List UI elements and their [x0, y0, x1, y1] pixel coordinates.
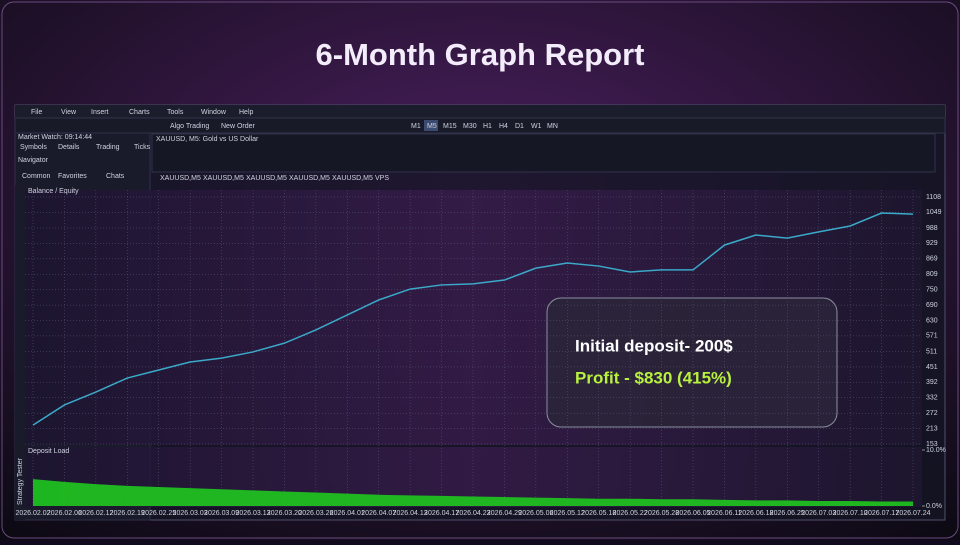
navigator-header: Navigator — [18, 157, 49, 164]
x-tick-label: 2026.07.03 — [801, 510, 836, 517]
toolbar — [14, 117, 946, 134]
new-order-button[interactable]: New Order — [221, 123, 256, 130]
y-tick-label: 571 — [926, 333, 938, 340]
timeframe-button[interactable]: H4 — [499, 123, 508, 130]
x-tick-label: 2026.03.26 — [298, 510, 333, 517]
timeframe-button[interactable]: W1 — [531, 123, 542, 130]
deposit-tick-label: 10.0% — [926, 447, 946, 454]
x-tick-label: 2026.05.12 — [550, 510, 585, 517]
menu-bar — [15, 105, 945, 118]
y-tick-label: 272 — [926, 410, 938, 417]
chart-tab[interactable]: XAUUSD,M5 — [160, 175, 201, 182]
x-tick-label: 2026.04.23 — [455, 510, 490, 517]
x-tick-label: 2026.03.13 — [235, 510, 270, 517]
info-card — [546, 297, 838, 428]
mini-chart — [151, 133, 936, 173]
x-tick-label: 2026.04.07 — [361, 510, 396, 517]
menu-item[interactable]: View — [61, 109, 77, 116]
timeframe-button[interactable]: M5 — [427, 123, 437, 130]
x-tick-label: 2026.07.24 — [895, 510, 930, 517]
x-tick-label: 2026.02.19 — [110, 510, 145, 517]
market-watch-header: Market Watch: 09:14:44 — [18, 134, 92, 141]
profit: Profit - $830 (415%) — [575, 368, 732, 387]
timeframe-button[interactable]: H1 — [483, 123, 492, 130]
x-tick-label: 2026.04.13 — [393, 510, 428, 517]
side-strip — [15, 185, 25, 520]
x-tick-label: 2026.06.18 — [738, 510, 773, 517]
x-tick-label: 2026.07.17 — [864, 510, 899, 517]
chart-tab[interactable]: XAUUSD,M5 — [332, 175, 373, 182]
y-tick-label: 809 — [926, 271, 938, 278]
x-tick-label: 2026.02.25 — [141, 510, 176, 517]
navigator-tab[interactable]: Common — [22, 173, 51, 180]
panel-tab[interactable]: Trading — [96, 144, 120, 151]
x-tick-label: 2026.02.02 — [15, 510, 50, 517]
side-label: Strategy Tester — [17, 457, 24, 505]
initial-deposit: Initial deposit- 200$ — [575, 336, 733, 355]
navigator-tab[interactable]: Favorites — [58, 173, 87, 180]
x-tick-label: 2026.05.28 — [644, 510, 679, 517]
y-tick-label: 153 — [926, 441, 938, 448]
y-tick-label: 1108 — [926, 194, 941, 201]
x-tick-label: 2026.05.22 — [613, 510, 648, 517]
x-tick-label: 2026.03.03 — [173, 510, 208, 517]
algo-trading-button[interactable]: Algo Trading — [170, 123, 209, 130]
x-tick-label: 2026.05.06 — [518, 510, 553, 517]
page-title: 6-Month Graph Report — [316, 37, 645, 72]
x-tick-label: 2026.04.29 — [487, 510, 522, 517]
y-tick-label: 1049 — [926, 209, 942, 216]
timeframe-button[interactable]: MN — [547, 123, 558, 130]
y-tick-label: 869 — [926, 256, 938, 263]
deposit-label: Deposit Load — [28, 448, 69, 455]
x-tick-label: 2026.02.12 — [78, 510, 113, 517]
y-tick-label: 511 — [926, 348, 937, 355]
chart-tab[interactable]: XAUUSD,M5 — [203, 175, 244, 182]
mini-chart-label: XAUUSD, M5: Gold vs US Dollar — [156, 136, 259, 143]
x-tick-label: 2026.04.17 — [424, 510, 459, 517]
chart-tab[interactable]: XAUUSD,M5 — [289, 175, 330, 182]
timeframe-button[interactable]: M1 — [411, 123, 421, 130]
chart-label: Balance / Equity — [28, 188, 79, 195]
menu-item[interactable]: File — [31, 109, 42, 116]
y-tick-label: 332 — [926, 395, 938, 402]
x-tick-label: 2026.03.20 — [267, 510, 302, 517]
menu-item[interactable]: Charts — [129, 109, 150, 116]
menu-item[interactable]: Insert — [91, 109, 109, 116]
panel-tab[interactable]: Ticks — [134, 144, 151, 151]
menu-item[interactable]: Window — [201, 109, 227, 116]
navigator-tab[interactable]: Chats — [106, 173, 125, 180]
chart-tab[interactable]: VPS — [375, 175, 389, 182]
y-tick-label: 988 — [926, 225, 938, 232]
x-tick-label: 2026.07.10 — [833, 510, 868, 517]
deposit-tick-label: 0.0% — [926, 503, 942, 510]
panel-tab[interactable]: Symbols — [20, 144, 47, 151]
x-tick-label: 2026.06.11 — [707, 510, 742, 517]
y-tick-label: 929 — [926, 240, 938, 247]
y-tick-label: 392 — [926, 379, 938, 386]
y-tick-label: 451 — [926, 364, 938, 371]
timeframe-active — [424, 120, 438, 131]
x-tick-label: 2026.05.18 — [581, 510, 616, 517]
menu-item[interactable]: Tools — [167, 109, 184, 116]
balance-line — [32, 212, 914, 426]
deposit-area — [33, 479, 913, 506]
timeframe-button[interactable]: M30 — [463, 123, 477, 130]
x-tick-label: 2026.06.05 — [675, 510, 710, 517]
x-tick-label: 2026.04.01 — [330, 510, 365, 517]
panel-tab[interactable]: Details — [58, 144, 80, 151]
timeframe-button[interactable]: D1 — [515, 123, 524, 130]
y-tick-label: 630 — [926, 317, 938, 324]
menu-item[interactable]: Help — [239, 109, 254, 116]
x-tick-label: 2026.06.25 — [770, 510, 805, 517]
y-tick-label: 750 — [926, 286, 938, 293]
y-tick-label: 690 — [926, 302, 938, 309]
timeframe-button[interactable]: M15 — [443, 123, 457, 130]
chart-tab[interactable]: XAUUSD,M5 — [246, 175, 287, 182]
x-tick-label: 2026.03.09 — [204, 510, 239, 517]
x-tick-label: 2026.02.06 — [47, 510, 82, 517]
y-tick-label: 213 — [926, 425, 938, 432]
